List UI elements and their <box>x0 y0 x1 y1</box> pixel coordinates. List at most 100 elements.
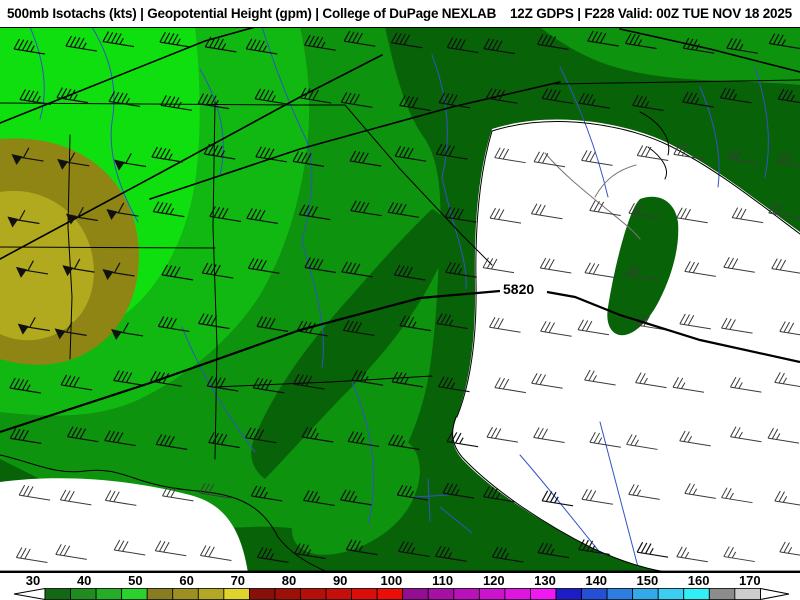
wind-barb <box>102 262 135 281</box>
map-bottom-border <box>0 570 800 573</box>
wind-barb <box>345 539 378 556</box>
colorbar-segment <box>606 588 634 600</box>
wind-barb <box>347 431 380 448</box>
wind-barb <box>438 92 471 109</box>
wind-barb <box>727 148 759 165</box>
wind-barb <box>435 545 467 562</box>
wind-barb <box>536 34 569 50</box>
wind-barb <box>245 427 277 444</box>
isotach-map: 5820 <box>0 27 800 573</box>
wind-barb <box>340 489 372 506</box>
wind-barb <box>723 257 755 273</box>
colorbar-segment <box>734 588 761 600</box>
wind-barb <box>19 89 52 106</box>
map-title: 500mb Isotachs (kts) | Geopotential Heig… <box>7 6 497 21</box>
wind-barb <box>7 209 40 228</box>
wind-barb <box>533 151 566 168</box>
wind-barb <box>55 544 87 560</box>
wind-barb <box>494 377 526 394</box>
colorbar-segment <box>325 588 352 600</box>
wind-barb <box>9 428 42 444</box>
wind-barb <box>584 262 617 279</box>
wind-barb <box>444 206 477 223</box>
wind-barb <box>304 34 336 51</box>
wind-barb <box>65 206 98 225</box>
wind-barb <box>679 313 711 330</box>
height-contour: 5820 <box>0 280 800 434</box>
wind-barb <box>589 200 621 217</box>
wind-barb <box>245 38 278 55</box>
wind-barb <box>396 484 429 501</box>
wind-barb <box>485 87 518 104</box>
wind-barb <box>446 431 479 448</box>
wind-barb <box>628 484 660 500</box>
wind-barb <box>197 93 230 110</box>
wind-barb <box>584 369 616 386</box>
wind-barb <box>438 376 470 393</box>
wind-barb <box>676 546 708 563</box>
wind-barb <box>442 482 475 499</box>
wind-barb <box>483 38 516 55</box>
wind-barb <box>54 321 87 340</box>
wind-barb <box>151 146 183 163</box>
colorbar-tick-label: 170 <box>739 573 761 588</box>
wind-barb <box>301 426 334 443</box>
wind-barb <box>157 316 190 333</box>
wind-barb <box>15 260 49 278</box>
wind-barb <box>250 485 283 502</box>
wind-barb <box>628 202 661 219</box>
colorbar-segment <box>70 588 97 600</box>
wind-barb <box>541 88 574 105</box>
colorbar-segment <box>351 588 378 600</box>
wind-barb <box>349 150 382 167</box>
colorbar-tick-label: 150 <box>637 573 659 588</box>
isotach-fill-regions <box>0 27 800 573</box>
colorbar-tick-label: 100 <box>381 573 403 588</box>
wind-barb <box>779 541 800 556</box>
colorbar-right-arrow <box>759 587 790 600</box>
wind-barb <box>62 258 95 277</box>
wind-barb <box>304 257 336 274</box>
wind-barb <box>208 432 240 449</box>
wind-barb <box>256 316 289 332</box>
wind-barb <box>726 37 758 54</box>
wind-barb <box>393 264 426 281</box>
colorbar: 30 40 50 60 70 80 90 100 110 120 130 140 150 160 170 <box>13 573 790 600</box>
wind-barb <box>486 426 519 443</box>
wind-barb <box>394 145 427 162</box>
wind-barb <box>342 320 375 337</box>
wind-barb <box>303 490 335 507</box>
wind-barb <box>292 151 325 167</box>
wind-barb <box>155 434 188 450</box>
wind-barb <box>113 370 145 387</box>
colorbar-tick-label: 80 <box>282 573 296 588</box>
wind-barb <box>65 35 98 52</box>
colorbar-segment <box>657 588 685 600</box>
wind-barb <box>445 261 477 278</box>
wind-barb <box>679 430 711 447</box>
colorbar-segment <box>121 588 148 600</box>
wind-barb <box>578 92 610 109</box>
colorbar-segment <box>248 588 276 600</box>
colorbar-segment <box>146 588 174 600</box>
wind-barb <box>391 371 424 388</box>
colorbar-segment <box>172 588 199 600</box>
wind-barb <box>730 426 762 443</box>
wind-barb <box>491 546 524 563</box>
colorbar-segment <box>197 588 225 600</box>
wind-barb <box>537 542 570 559</box>
wind-barb <box>541 490 574 507</box>
wind-barb <box>684 261 716 277</box>
geography-lines <box>0 27 800 573</box>
wind-barb <box>203 143 236 160</box>
colorbar-tick-label: 90 <box>333 573 347 588</box>
wind-barb <box>682 37 715 54</box>
wind-barb <box>104 430 136 447</box>
wind-barb <box>11 147 44 166</box>
colorbar-segment <box>300 588 327 600</box>
wind-barb <box>13 38 46 55</box>
wind-barb <box>199 482 231 499</box>
wind-barb <box>102 31 135 48</box>
wind-barb <box>489 207 522 224</box>
